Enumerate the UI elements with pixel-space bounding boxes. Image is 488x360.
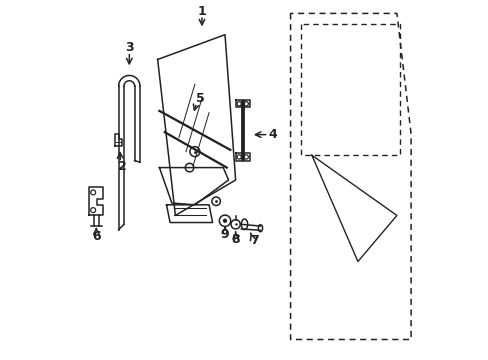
Text: 7: 7 (249, 234, 258, 247)
Text: 9: 9 (220, 229, 229, 242)
Circle shape (223, 219, 226, 222)
Text: 4: 4 (268, 128, 277, 141)
Text: 2: 2 (118, 160, 126, 173)
Text: 6: 6 (92, 230, 101, 243)
Text: 3: 3 (125, 41, 133, 54)
Text: 1: 1 (197, 5, 206, 18)
Text: 5: 5 (195, 92, 204, 105)
Text: 8: 8 (231, 233, 240, 246)
